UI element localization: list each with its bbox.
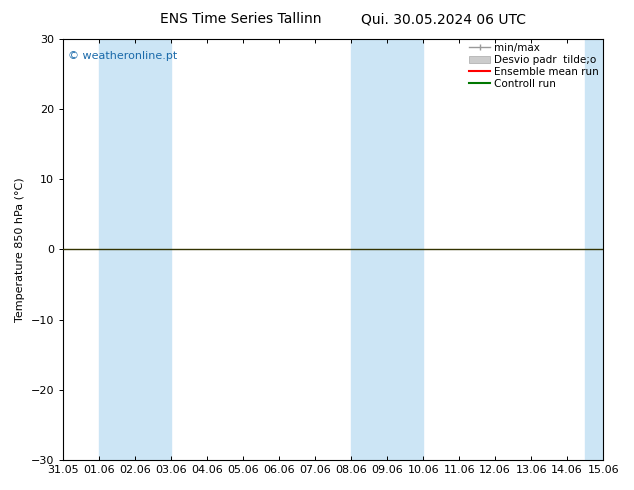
Bar: [99, 39, 171, 460]
Bar: [585, 39, 603, 460]
Bar: [351, 39, 423, 460]
Legend: min/max, Desvio padr  tilde;o, Ensemble mean run, Controll run: min/max, Desvio padr tilde;o, Ensemble m…: [467, 41, 601, 91]
Text: © weatheronline.pt: © weatheronline.pt: [68, 51, 178, 61]
Text: ENS Time Series Tallinn: ENS Time Series Tallinn: [160, 12, 321, 26]
Y-axis label: Temperature 850 hPa (°C): Temperature 850 hPa (°C): [15, 177, 25, 321]
Text: Qui. 30.05.2024 06 UTC: Qui. 30.05.2024 06 UTC: [361, 12, 526, 26]
